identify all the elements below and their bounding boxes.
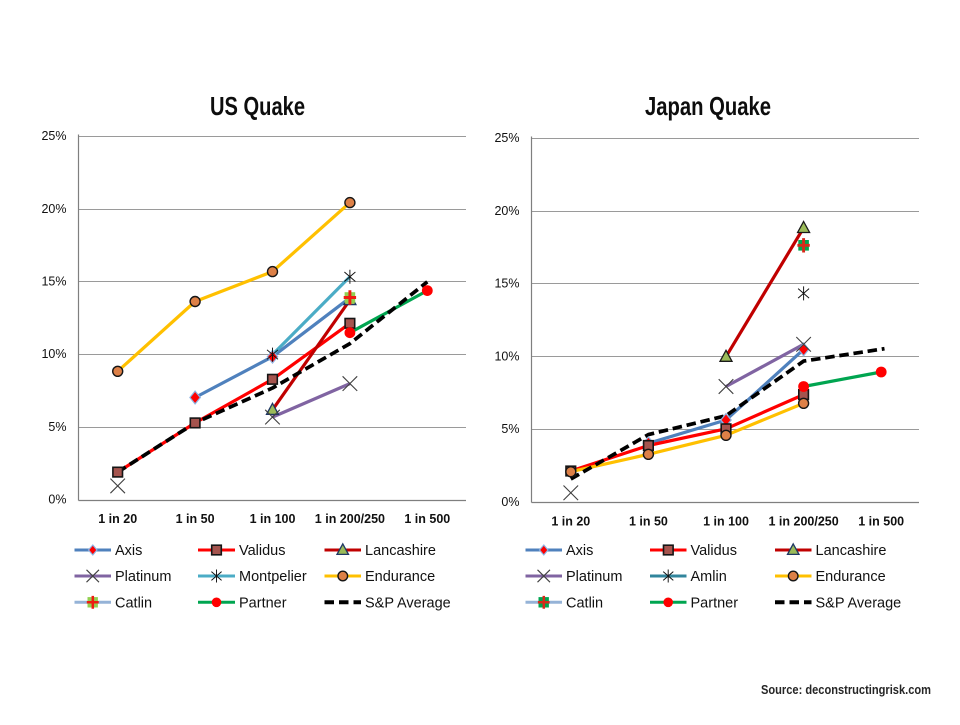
svg-text:15%: 15%	[41, 275, 66, 289]
svg-text:1 in 20: 1 in 20	[98, 512, 137, 526]
svg-text:10%: 10%	[494, 349, 519, 363]
svg-text:Source: deconstructingrisk.com: Source: deconstructingrisk.com	[761, 682, 931, 697]
svg-text:25%: 25%	[41, 129, 66, 143]
svg-text:Validus: Validus	[691, 543, 737, 559]
svg-text:Endurance: Endurance	[816, 569, 886, 585]
svg-text:Lancashire: Lancashire	[365, 543, 436, 559]
svg-text:1 in 500: 1 in 500	[404, 512, 450, 526]
svg-text:1 in 100: 1 in 100	[703, 514, 749, 528]
svg-text:5%: 5%	[48, 420, 66, 434]
svg-text:1 in 100: 1 in 100	[250, 512, 296, 526]
svg-text:0%: 0%	[501, 495, 519, 509]
svg-text:Platinum: Platinum	[566, 569, 622, 585]
svg-text:Axis: Axis	[115, 543, 142, 559]
svg-text:1 in 50: 1 in 50	[629, 514, 668, 528]
svg-text:Lancashire: Lancashire	[816, 543, 887, 559]
svg-text:Endurance: Endurance	[365, 569, 435, 585]
svg-text:20%: 20%	[41, 202, 66, 216]
svg-text:S&P Average: S&P Average	[365, 595, 451, 611]
svg-text:25%: 25%	[494, 131, 519, 145]
svg-text:Platinum: Platinum	[115, 569, 171, 585]
svg-text:Catlin: Catlin	[115, 595, 152, 611]
svg-text:US Quake: US Quake	[210, 91, 305, 121]
svg-text:Validus: Validus	[239, 543, 285, 559]
svg-text:S&P Average: S&P Average	[816, 595, 902, 611]
svg-text:15%: 15%	[494, 277, 519, 291]
svg-text:1 in 50: 1 in 50	[176, 512, 215, 526]
svg-text:1 in 500: 1 in 500	[858, 514, 904, 528]
svg-text:Amlin: Amlin	[691, 569, 727, 585]
svg-text:1 in 200/250: 1 in 200/250	[768, 514, 838, 528]
svg-text:Partner: Partner	[239, 595, 287, 611]
svg-text:0%: 0%	[48, 493, 66, 507]
svg-text:1 in 20: 1 in 20	[551, 514, 590, 528]
svg-text:10%: 10%	[41, 347, 66, 361]
svg-text:Axis: Axis	[566, 543, 593, 559]
svg-text:1 in 200/250: 1 in 200/250	[315, 512, 385, 526]
svg-text:5%: 5%	[501, 422, 519, 436]
svg-text:20%: 20%	[494, 204, 519, 218]
svg-text:Japan Quake: Japan Quake	[645, 91, 771, 121]
svg-text:Montpelier: Montpelier	[239, 569, 307, 585]
svg-text:Partner: Partner	[691, 595, 739, 611]
svg-text:Catlin: Catlin	[566, 595, 603, 611]
